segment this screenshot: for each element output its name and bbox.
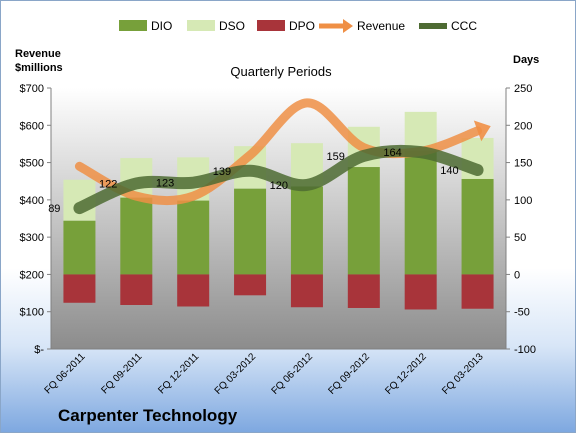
y-left-tick-label: $200: [20, 269, 44, 281]
y-right-tick-label: -50: [514, 307, 530, 319]
x-tick-label: FQ 12-2012: [383, 351, 429, 397]
legend-label: Revenue: [357, 19, 405, 33]
legend-label: DPO: [289, 19, 315, 33]
data-labels: 89 122 123 139 120 159 164 140: [48, 147, 458, 215]
bar-dio: [63, 220, 96, 275]
ccc-data-label: 164: [383, 147, 401, 159]
y-left-tick-label: $400: [20, 195, 44, 207]
revenue-arrowhead: [473, 120, 491, 142]
legend-label: DSO: [219, 19, 245, 33]
x-tick-label: FQ 09-2012: [326, 351, 372, 397]
bar-dpo: [404, 274, 437, 310]
bar-dio: [404, 150, 437, 275]
y-right-tick-label: -100: [514, 344, 536, 356]
y-left-tick-label: $600: [20, 120, 44, 132]
bar-dpo: [461, 274, 494, 309]
bar-dio: [347, 167, 380, 275]
x-tick-label: FQ 03-2013: [440, 351, 486, 397]
bar-dio: [177, 200, 210, 275]
legend-label: DIO: [151, 19, 172, 33]
bar-dpo: [347, 274, 380, 308]
x-tick-label: FQ 03-2012: [213, 351, 259, 397]
x-tick-label: FQ 09-2011: [99, 351, 144, 396]
legend-label: CCC: [451, 19, 477, 33]
x-tick-label: FQ 06-2012: [270, 351, 316, 397]
y-right-tick-label: 150: [514, 158, 532, 170]
ccc-data-label: 139: [213, 166, 231, 178]
lines: [73, 98, 491, 215]
bar-dio: [234, 188, 267, 275]
ccc-data-label: 120: [270, 180, 288, 192]
legend-swatch: [119, 20, 147, 31]
y-right-tick-label: 100: [514, 195, 532, 207]
legend-swatch: [187, 20, 215, 31]
ccc-data-label: 122: [99, 178, 117, 190]
y-left-tick-label: $100: [20, 307, 44, 319]
ccc-data-label: 159: [326, 151, 344, 163]
y-left-label-line2: $millions: [15, 62, 63, 74]
y-right-tick-label: 200: [514, 120, 532, 132]
ccc-data-label: 89: [48, 203, 60, 215]
y-right-tick-label: 50: [514, 232, 526, 244]
bar-dio: [290, 186, 323, 275]
bar-dpo: [63, 274, 96, 303]
bar-dio: [461, 178, 494, 275]
bar-dso: [404, 111, 437, 151]
ccc-line: [73, 144, 484, 215]
ccc-data-label: 140: [440, 165, 458, 177]
y-left-tick-label: $500: [20, 158, 44, 170]
y-left-tick-label: $700: [20, 83, 44, 95]
company-name: Carpenter Technology: [58, 406, 238, 425]
bar-dpo: [120, 274, 153, 306]
bar-dpo: [234, 274, 267, 296]
legend-swatch: [257, 20, 285, 31]
bar-dio: [120, 197, 153, 275]
legend: DIO DSO DPO Revenue CCC: [119, 19, 477, 33]
bar-dpo: [290, 274, 323, 308]
x-tick-label: FQ 12-2011: [156, 351, 201, 396]
y-right-tick-label: 0: [514, 269, 520, 281]
y-right-tick-label: 250: [514, 83, 532, 95]
legend-swatch-arrow: [343, 19, 353, 33]
bar-dpo: [177, 274, 210, 307]
ccc-data-label: 123: [156, 178, 174, 190]
y-left-tick-label: $-: [34, 344, 44, 356]
y-left-tick-label: $300: [20, 232, 44, 244]
y-left-label-line1: Revenue: [15, 48, 61, 60]
chart-title: Quarterly Periods: [230, 64, 332, 79]
x-tick-label: FQ 06-2011: [43, 351, 88, 396]
y-right-label: Days: [513, 54, 539, 66]
